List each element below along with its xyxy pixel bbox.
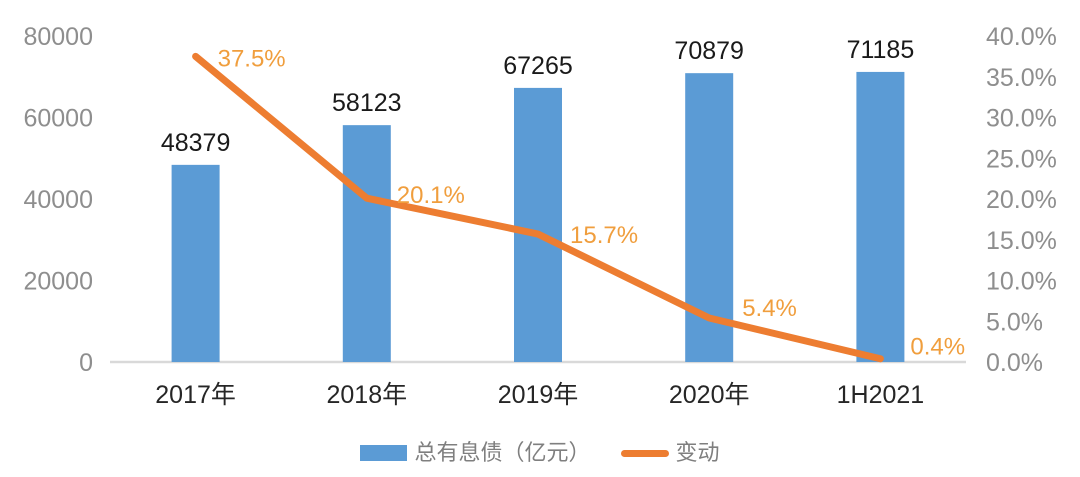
right-axis-tick-label: 25.0% <box>986 145 1057 173</box>
bar <box>342 125 391 362</box>
line-value-label: 15.7% <box>570 222 638 249</box>
left-axis-tick-label: 60000 <box>23 105 93 133</box>
bar-series-swatch <box>360 445 408 461</box>
right-axis-tick-label: 20.0% <box>986 186 1057 214</box>
bar <box>514 87 562 362</box>
right-axis-tick-label: 10.0% <box>986 268 1057 296</box>
chart-legend: 总有息债（亿元） 变动 <box>0 437 1080 469</box>
line-series <box>192 52 884 363</box>
x-axis-category-label: 2020年 <box>669 381 750 409</box>
bar-value-label: 48379 <box>161 129 231 157</box>
legend-label-bar-series: 总有息债（亿元） <box>414 440 591 465</box>
bar-value-label: 71185 <box>847 36 915 64</box>
right-axis-tick-label: 15.0% <box>986 227 1057 255</box>
bar <box>856 71 905 362</box>
line-series-swatch <box>620 449 669 457</box>
bar-value-label: 58123 <box>332 89 402 117</box>
line-value-label: 5.4% <box>742 295 797 322</box>
legend-label-line-series: 变动 <box>675 440 720 465</box>
right-axis-tick-label: 30.0% <box>986 105 1057 133</box>
line-value-label: 0.4% <box>910 334 965 361</box>
left-axis-tick-label: 20000 <box>23 268 93 296</box>
x-axis-category-label: 2017年 <box>155 381 236 409</box>
left-axis-tick-label: 0 <box>79 349 93 377</box>
bar-value-label: 70879 <box>674 37 744 65</box>
x-axis-category-label: 2018年 <box>326 381 407 409</box>
right-axis-tick-label: 35.0% <box>986 64 1057 92</box>
right-axis-tick-label: 0.0% <box>986 349 1043 377</box>
left-axis-tick-label: 80000 <box>23 23 93 51</box>
legend-item-line-series: 变动 <box>620 440 720 465</box>
bar <box>171 164 220 362</box>
line-value-label: 37.5% <box>218 45 286 72</box>
bar-value-label: 67265 <box>503 52 573 80</box>
x-axis-category-label: 1H2021 <box>837 381 925 409</box>
line-value-label: 20.1% <box>397 182 465 209</box>
right-axis-tick-label: 5.0% <box>986 308 1043 336</box>
left-axis-tick-label: 40000 <box>23 186 93 214</box>
legend-item-bar-series: 总有息债（亿元） <box>360 440 591 465</box>
x-axis-category-label: 2019年 <box>498 381 579 409</box>
right-axis-tick-label: 40.0% <box>986 23 1057 51</box>
